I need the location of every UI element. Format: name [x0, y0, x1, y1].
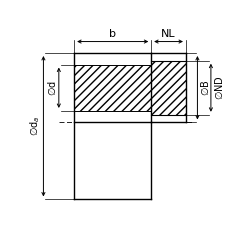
Text: $\emptyset$d: $\emptyset$d	[46, 80, 58, 96]
Text: $\emptyset$ND: $\emptyset$ND	[213, 76, 225, 100]
Text: $\emptyset$d$_a$: $\emptyset$d$_a$	[29, 116, 42, 136]
Bar	[151, 61, 186, 115]
Text: NL: NL	[161, 29, 176, 39]
Text: $\emptyset$B: $\emptyset$B	[199, 80, 211, 96]
Bar	[74, 65, 151, 111]
Text: b: b	[109, 29, 116, 39]
